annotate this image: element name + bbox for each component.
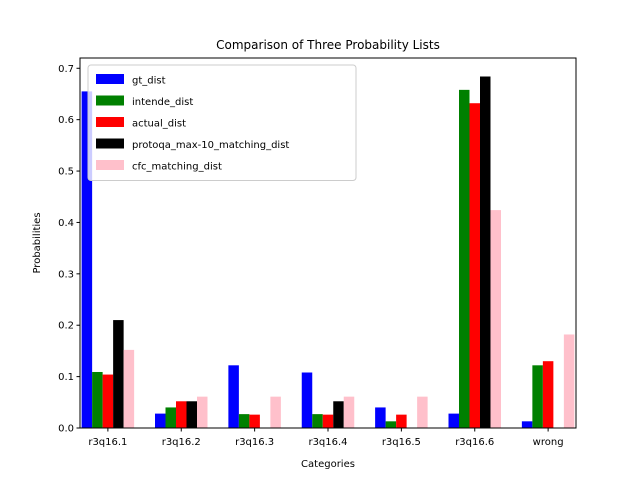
bar-cfc_matching_dist-r3q16.3 (270, 396, 281, 428)
bar-gt_dist-r3q16.2 (155, 413, 166, 428)
bar-gt_dist-r3q16.3 (228, 365, 239, 428)
bar-actual_dist-r3q16.5 (396, 414, 407, 428)
legend-label-cfc_matching_dist: cfc_matching_dist (132, 162, 222, 173)
x-tick-label: r3q16.6 (455, 437, 494, 448)
bar-intende_dist-r3q16.4 (312, 414, 323, 429)
bar-gt_dist-r3q16.6 (448, 413, 459, 428)
bar-protoqa_max-10_matching_dist-r3q16.6 (480, 76, 491, 428)
bar-intende_dist-wrong (532, 365, 543, 428)
bar-intende_dist-r3q16.6 (459, 89, 470, 429)
x-tick-label: r3q16.1 (88, 437, 127, 448)
bar-cfc_matching_dist-r3q16.2 (197, 396, 208, 428)
legend-swatch-intende_dist (96, 95, 124, 106)
x-tick-label: r3q16.5 (382, 437, 421, 448)
legend-swatch-protoqa_max-10_matching_dist (96, 138, 124, 149)
y-tick-label: 0.2 (58, 321, 74, 332)
bar-protoqa_max-10_matching_dist-r3q16.2 (186, 401, 197, 428)
bar-cfc_matching_dist-r3q16.6 (490, 210, 501, 428)
bar-actual_dist-r3q16.3 (249, 414, 260, 428)
x-axis: r3q16.1 r3q16.2 r3q16.3 r3q16.4 r3q16.5 r3q16… (88, 428, 564, 448)
y-axis-label: Probabilities (32, 212, 43, 273)
y-tick-label: 0.7 (58, 64, 74, 75)
x-tick-label: wrong (533, 437, 564, 448)
x-tick-label: r3q16.4 (308, 437, 347, 448)
bar-intende_dist-r3q16.2 (165, 407, 176, 428)
bar-cfc_matching_dist-wrong (563, 334, 575, 428)
x-axis-label: Categories (301, 459, 355, 470)
bar-actual_dist-wrong (542, 361, 554, 428)
bar-gt_dist-wrong (521, 421, 533, 428)
bar-actual_dist-r3q16.4 (322, 414, 334, 428)
bar-cfc_matching_dist-r3q16.5 (417, 396, 428, 428)
y-axis: 0.0 0.1 0.2 0.3 0.4 0.5 0.6 0.7 (58, 64, 80, 435)
legend-label-gt_dist: gt_dist (132, 76, 166, 87)
bar-protoqa_max-10_matching_dist-r3q16.1 (113, 320, 124, 428)
bar-actual_dist-r3q16.2 (176, 401, 187, 428)
bar-cfc_matching_dist-r3q16.4 (343, 396, 355, 428)
bar-protoqa_max-10_matching_dist-r3q16.4 (333, 401, 344, 428)
bar-gt_dist-r3q16.4 (301, 372, 313, 428)
y-tick-label: 0.3 (58, 269, 74, 280)
y-tick-label: 0.0 (58, 424, 74, 435)
bar-intende_dist-r3q16.1 (92, 371, 103, 428)
bar-intende_dist-r3q16.3 (238, 414, 250, 429)
y-tick-label: 0.6 (58, 115, 74, 126)
bar-gt_dist-r3q16.5 (375, 407, 386, 428)
legend-box (87, 64, 357, 181)
legend-swatch-gt_dist (96, 74, 124, 84)
y-tick-label: 0.4 (58, 218, 74, 229)
legend: gt_dist intende_dist actual_dist protoqa_ma… (87, 64, 357, 181)
chart-title: Comparison of Three Probability Lists (216, 38, 440, 52)
bar-actual_dist-r3q16.6 (469, 103, 480, 428)
y-tick-label: 0.5 (58, 167, 74, 178)
legend-swatch-actual_dist (96, 117, 124, 127)
legend-swatch-cfc_matching_dist (96, 160, 124, 170)
bar-actual_dist-r3q16.1 (102, 374, 114, 428)
bar-cfc_matching_dist-r3q16.1 (123, 349, 135, 428)
legend-label-actual_dist: actual_dist (132, 119, 186, 130)
x-tick-label: r3q16.2 (162, 437, 201, 448)
legend-label-protoqa_max-10_matching_dist: protoqa_max-10_matching_dist (132, 140, 289, 151)
bars-group (81, 76, 575, 429)
x-tick-label: r3q16.3 (235, 437, 274, 448)
bar-intende_dist-r3q16.5 (385, 421, 397, 428)
legend-label-intende_dist: intende_dist (132, 97, 193, 108)
bar-gt_dist-r3q16.1 (81, 91, 93, 429)
y-tick-label: 0.1 (58, 372, 74, 383)
